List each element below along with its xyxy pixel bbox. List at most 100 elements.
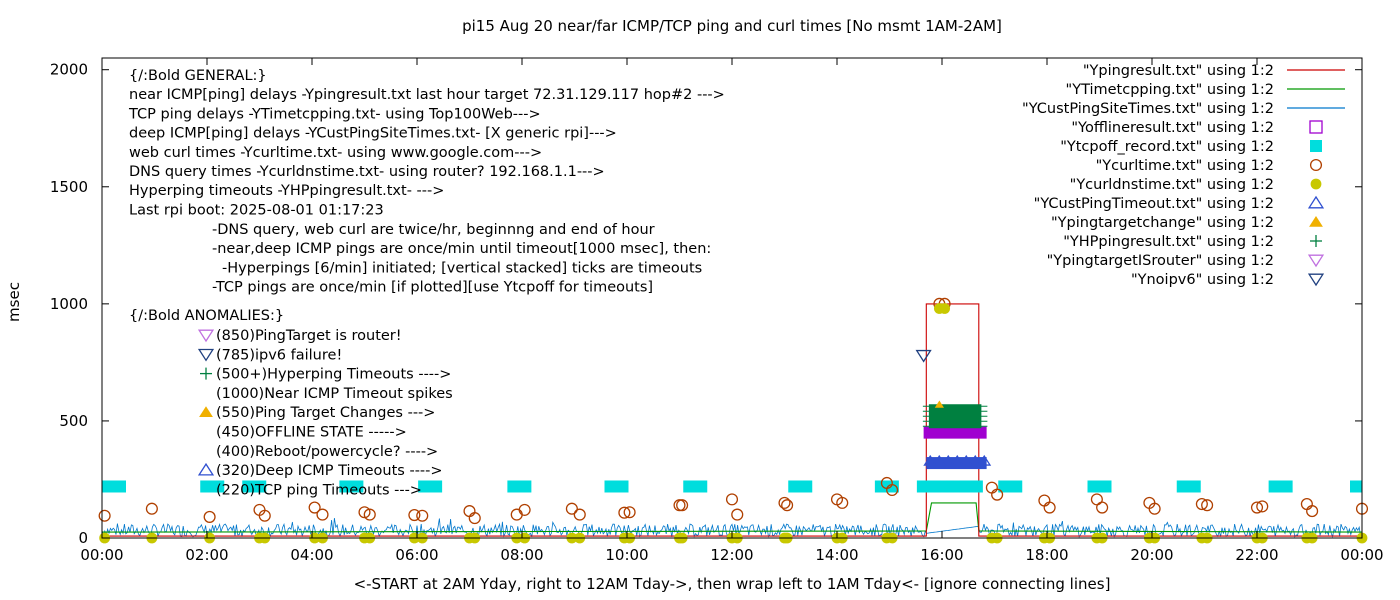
x-tick-label: 04:00 [290,546,333,564]
annotations: {/:Bold GENERAL:} near ICMP[ping] delays … [128,68,725,498]
x-tick-label: 08:00 [500,546,543,564]
operational-note: -DNS query, web curl are twice/hr, begin… [212,222,655,238]
general-note: {/:Bold GENERAL:} [129,68,267,84]
tcpoff-marker [200,480,225,493]
curltime-point [1201,499,1214,512]
tcpoff-marker [1350,480,1362,493]
tcpoff-marker [683,480,708,493]
tcpoff-marker [242,480,267,493]
curltime-point [781,499,794,512]
curltime-point [1250,501,1264,514]
x-tick-label: 10:00 [605,546,648,564]
legend-label: "Ypingresult.txt" using 1:2 [1083,63,1274,79]
tcpoff-marker [788,480,813,493]
curltime-point [1300,497,1313,511]
curltime-point [573,508,586,521]
tcpoff-marker [102,480,126,493]
deep-timeout-marker [959,454,974,466]
curltime-point [725,493,739,506]
legend-label: "YpingtargetISrouter" using 1:2 [1047,253,1274,269]
anomaly-item: (850)PingTarget is router! [216,328,402,344]
deep-timeout-marker [950,454,965,466]
tcpoff-marker [1176,480,1201,493]
x-tick-label: 06:00 [395,546,438,564]
curltime-point [618,506,631,519]
x-tick-label: 02:00 [185,546,228,564]
y-axis-label: msec [5,282,23,322]
curltime-point [98,509,111,522]
curltime-point [676,499,689,512]
curltime-point [1096,501,1109,514]
pingtarget-change-point [934,400,944,408]
curltime-point [145,502,158,515]
legend-swatch [1310,235,1322,247]
curltime-point [1090,493,1103,506]
general-note: DNS query times -Ycurldnstime.txt- using… [129,164,605,180]
curltime-point [731,508,744,521]
curltime-point [1306,505,1319,518]
curltime-point [468,512,481,525]
anomaly-marker [197,462,215,476]
x-tick-label: 22:00 [1235,546,1278,564]
legend-label: "Ynoipv6" using 1:2 [1131,272,1274,288]
noipv6-point [915,349,932,363]
legend-label: "Yofflineresult.txt" using 1:2 [1071,120,1274,136]
curltime-point [1195,497,1208,511]
curltime-point [203,510,216,523]
tcpoff-marker [604,480,629,493]
general-note: TCP ping delays -YTimetcpping.txt- using… [128,106,541,122]
x-tick-label: 20:00 [1130,546,1173,564]
x-tick-label: 14:00 [815,546,858,564]
legend-label: "YCustPingSiteTimes.txt" using 1:2 [1022,101,1274,117]
y-tick-label: 1000 [50,295,88,313]
legend-label: "Ycurltime.txt" using 1:2 [1096,158,1274,174]
tcpoff-marker [418,480,443,493]
legend-label: "Ypingtargetchange" using 1:2 [1051,215,1274,231]
x-axis-label: <-START at 2AM Yday, right to 12AM Tday-… [354,575,1111,593]
tcpoff-marker [507,480,532,493]
legend-swatch [1310,178,1322,190]
curltime-point [623,506,636,519]
deep-timeout-marker [968,454,983,466]
curltime-point [673,499,686,512]
curltime-point [408,509,421,522]
anomaly-marker [197,348,215,362]
legend-label: "YCustPingTimeout.txt" using 1:2 [1034,196,1274,212]
curltime-point [836,496,849,509]
curltime-point [1038,494,1051,507]
legend: "Ypingresult.txt" using 1:2 "YTimetcpping… [1022,63,1345,288]
anomaly-item: (550)Ping Target Changes ---> [216,405,435,421]
anomaly-item: (1000)Near ICMP Timeout spikes [216,386,453,402]
anomaly-marker [197,329,215,343]
tcpoff-marker [339,480,364,493]
curltime-point [1148,502,1161,515]
general-note: Last rpi boot: 2025-08-01 01:17:23 [129,202,384,218]
deep-timeout-marker [941,454,956,466]
curltime-point [308,501,321,514]
operational-note: -Hyperpings [6/min] initiated; [vertical… [222,260,702,276]
x-tick-label: 16:00 [920,546,963,564]
curltime-point [510,508,523,521]
anomaly-marker [199,406,213,417]
curldns-point [939,303,951,314]
curltime-point [778,496,791,509]
tcpoff-marker [1087,480,1112,493]
tcpoff-marker [958,480,983,493]
tcpoff-marker [1268,480,1293,493]
x-tick-label: 00:00 [1340,546,1383,564]
legend-swatch [1307,195,1325,209]
operational-note: -near,deep ICMP pings are once/min until… [212,241,711,257]
curltime-point [358,506,371,519]
y-tick-label: 0 [78,529,88,547]
general-note: Hyperping timeouts -YHPpingresult.txt- -… [129,183,444,199]
curltime-point [985,481,998,494]
curltime-point [463,505,476,518]
curltime-point [316,508,329,521]
curltime-point [886,483,899,497]
anomaly-item: (220)TCP ping Timeouts ---> [216,482,422,498]
curltime-point [991,488,1004,501]
deep-timeout-marker [977,454,992,466]
curltime-point [363,508,376,521]
anomaly-item: (785)ipv6 failure! [216,347,342,363]
